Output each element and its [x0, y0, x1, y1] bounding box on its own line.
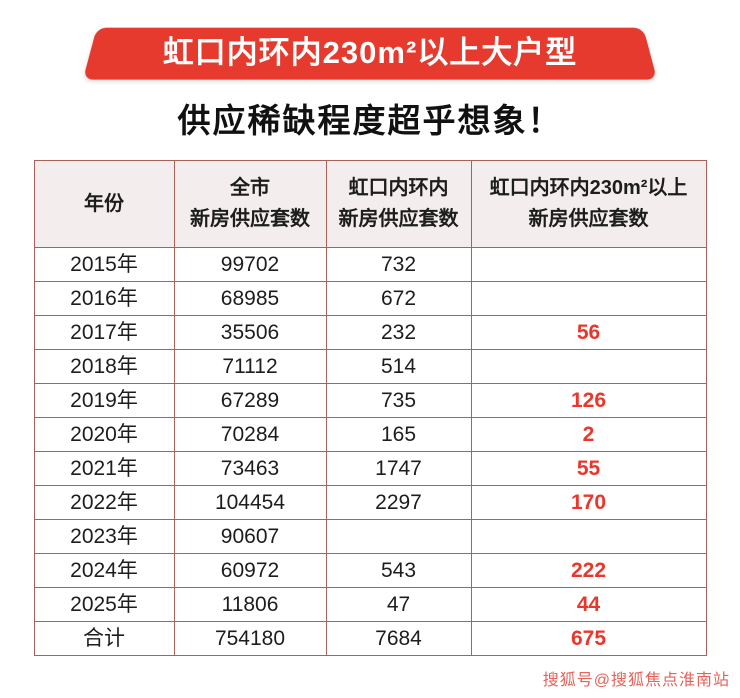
table-row: 2022年 104454 2297 170 [33, 485, 707, 520]
table-row: 2025年 11806 47 44 [33, 587, 707, 622]
large-unit-supply-cell [470, 247, 707, 282]
large-unit-supply-cell [470, 281, 707, 316]
column-header-line: 新房供应套数 [528, 208, 649, 230]
column-header-line: 年份 [84, 192, 124, 215]
table-row: 合计 754180 7684 675 [33, 621, 707, 656]
year-cell: 2018年 [33, 349, 175, 384]
year-cell: 2024年 [33, 553, 175, 588]
citywide-supply-cell: 67289 [173, 383, 327, 418]
inner-ring-supply-cell: 543 [325, 553, 472, 588]
large-unit-supply-cell: 2 [470, 417, 707, 452]
inner-ring-supply-cell: 514 [325, 349, 472, 384]
column-header-0: 年份 [33, 160, 175, 248]
year-cell: 2020年 [33, 417, 175, 452]
citywide-supply-cell: 90607 [173, 519, 327, 554]
large-unit-supply-cell: 222 [470, 553, 707, 588]
table-header: 年份 全市 新房供应套数 虹口内环内 新房供应套数 虹口内环内230m²以上 新房供应套数 [33, 160, 707, 248]
inner-ring-supply-cell: 2297 [325, 485, 472, 520]
column-header-line: 新房供应套数 [338, 208, 459, 230]
year-cell: 2022年 [33, 485, 175, 520]
table-row: 2024年 60972 543 222 [33, 553, 707, 588]
citywide-supply-cell: 11806 [173, 587, 327, 622]
large-unit-supply-cell [470, 519, 707, 554]
year-cell: 2023年 [33, 519, 175, 554]
table-body: 2015年 99702 732 2016年 68985 672 2017年 35506 232 5… [33, 247, 707, 656]
column-header-1: 全市 新房供应套数 [173, 160, 327, 248]
citywide-supply-cell: 71112 [173, 349, 327, 384]
table-row: 2017年 35506 232 56 [33, 315, 707, 350]
year-cell: 2016年 [33, 281, 175, 316]
banner-title: 虹口内环内230m²以上大户型 [162, 35, 578, 70]
citywide-supply-cell: 104454 [173, 485, 327, 520]
table-row: 2021年 73463 1747 55 [33, 451, 707, 486]
column-header-line: 虹口内环内 [348, 177, 449, 199]
column-header-line: 虹口内环内230m²以上 [489, 177, 688, 199]
column-header-3: 虹口内环内230m²以上 新房供应套数 [470, 160, 707, 248]
citywide-supply-cell: 35506 [173, 315, 327, 350]
citywide-supply-cell: 68985 [173, 281, 327, 316]
large-unit-supply-cell [470, 349, 707, 384]
column-header-line: 全市 [230, 177, 270, 199]
table-row: 2023年 90607 [33, 519, 707, 554]
inner-ring-supply-cell: 732 [325, 247, 472, 282]
inner-ring-supply-cell: 672 [325, 281, 472, 316]
large-unit-supply-cell: 44 [470, 587, 707, 622]
subtitle: 供应稀缺程度超乎想象！ [177, 102, 563, 139]
table-row: 2015年 99702 732 [33, 247, 707, 282]
citywide-supply-cell: 73463 [173, 451, 327, 486]
table-row: 2016年 68985 672 [33, 281, 707, 316]
header-row: 年份 全市 新房供应套数 虹口内环内 新房供应套数 虹口内环内230m²以上 新房供应套数 [33, 160, 707, 248]
year-cell: 2021年 [33, 451, 175, 486]
inner-ring-supply-cell: 1747 [325, 451, 472, 486]
table-row: 2020年 70284 165 2 [33, 417, 707, 452]
table-row: 2018年 71112 514 [33, 349, 707, 384]
large-unit-supply-cell: 170 [470, 485, 707, 520]
citywide-supply-cell: 70284 [173, 417, 327, 452]
column-header-2: 虹口内环内新房供应套数 [325, 160, 472, 248]
citywide-supply-cell: 754180 [173, 621, 327, 656]
large-unit-supply-cell: 675 [470, 621, 707, 656]
year-cell: 2017年 [33, 315, 175, 350]
inner-ring-supply-cell: 47 [325, 587, 472, 622]
inner-ring-supply-cell [325, 519, 472, 554]
inner-ring-supply-cell: 735 [325, 383, 472, 418]
banner: 虹口内环内230m²以上大户型 [82, 26, 658, 80]
citywide-supply-cell: 60972 [173, 553, 327, 588]
year-cell: 2015年 [33, 247, 175, 282]
large-unit-supply-cell: 126 [470, 383, 707, 418]
table-row: 2019年 67289 735 126 [33, 383, 707, 418]
inner-ring-supply-cell: 165 [325, 417, 472, 452]
watermark: 搜狐号@搜狐焦点淮南站 [542, 672, 730, 689]
column-header-line: 新房供应套数 [190, 208, 310, 230]
supply-table: 年份 全市 新房供应套数 虹口内环内 新房供应套数 虹口内环内230m²以上 新房供应套数 … [33, 160, 707, 656]
large-unit-supply-cell: 56 [470, 315, 707, 350]
year-cell: 合计 [33, 621, 175, 656]
inner-ring-supply-cell: 7684 [325, 621, 472, 656]
year-cell: 2025年 [33, 587, 175, 622]
large-unit-supply-cell: 55 [470, 451, 707, 486]
citywide-supply-cell: 99702 [173, 247, 327, 282]
year-cell: 2019年 [33, 383, 175, 418]
inner-ring-supply-cell: 232 [325, 315, 472, 350]
